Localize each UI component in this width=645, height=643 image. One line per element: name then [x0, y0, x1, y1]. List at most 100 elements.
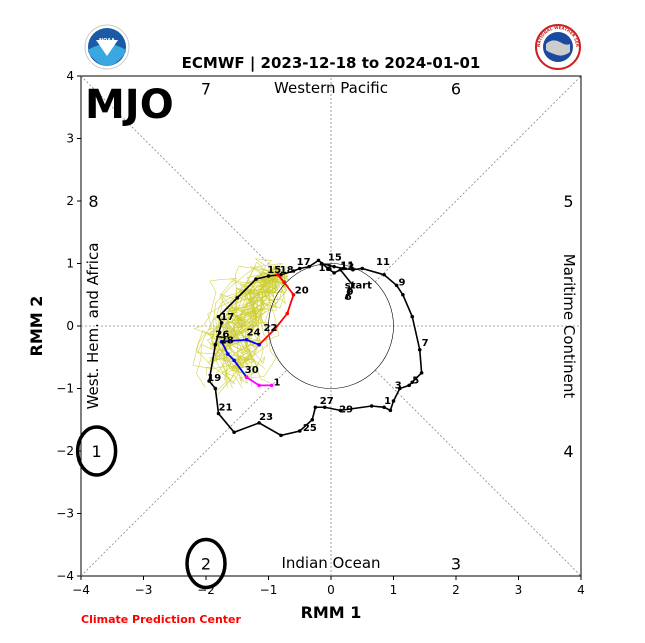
observed-point [341, 266, 346, 271]
y-tick-label: 3 [66, 132, 74, 146]
observed-point [322, 405, 327, 410]
chart-title: ECMWF | 2023-12-18 to 2024-01-01 [182, 54, 481, 73]
observed-point [279, 433, 283, 438]
day-label: 18 [280, 265, 294, 276]
phase-label: 5 [563, 192, 573, 211]
day-label: 23 [259, 412, 273, 423]
observed-point [382, 272, 386, 277]
forecast-point [226, 352, 230, 356]
observed-point [332, 264, 336, 269]
day-label: 28 [220, 336, 234, 347]
day-label: 9 [347, 287, 354, 298]
forecast-point [282, 280, 286, 285]
observed-trajectory [207, 258, 424, 438]
ensemble-member-line [215, 274, 278, 389]
region-right-label: Maritime Continent [560, 254, 578, 399]
day-label: 9 [399, 277, 406, 288]
forecast-point [276, 272, 280, 277]
x-tick-label: 1 [390, 583, 398, 597]
forecast-trajectory [219, 272, 296, 388]
observed-point [216, 314, 221, 319]
observed-point [388, 408, 393, 413]
day-label: 15 [267, 265, 281, 276]
phase-circle-marker [185, 537, 227, 590]
ensemble-member-line [214, 274, 286, 389]
day-label: 30 [245, 365, 259, 376]
x-tick-label: −4 [72, 583, 90, 597]
observed-point [216, 411, 221, 416]
forecast-point [291, 292, 296, 297]
day-label: 26 [215, 329, 229, 340]
day-label: 20 [295, 286, 309, 297]
phase-label: 1 [92, 442, 102, 461]
forecast-point [257, 342, 261, 347]
observed-point [213, 386, 218, 391]
forecast-point [285, 311, 290, 316]
x-tick-label: 2 [452, 583, 460, 597]
observed-point [410, 380, 415, 385]
observed-point [346, 289, 351, 294]
forecast-point [257, 383, 261, 388]
unit-circle [268, 263, 394, 389]
day-label: 6 [345, 292, 352, 303]
region-top-label: Western Pacific [274, 79, 388, 97]
observed-point [410, 314, 415, 319]
ensemble-member-line [231, 274, 278, 369]
observed-point [313, 405, 318, 410]
observed-point [291, 269, 296, 273]
phase-label: 2 [201, 555, 211, 574]
ensemble-member-line [225, 265, 283, 370]
day-label: 27 [320, 396, 334, 407]
observed-point [316, 258, 321, 263]
observed-point [232, 430, 236, 435]
observed-point [219, 321, 224, 325]
day-label: 24 [247, 327, 261, 338]
observed-point [351, 283, 355, 288]
observed-point [369, 404, 374, 408]
day-label: 13 [319, 263, 333, 274]
ensemble-member-line [221, 265, 279, 385]
observed-line [208, 259, 423, 437]
observed-point [319, 261, 324, 266]
x-tick-label: 3 [515, 583, 523, 597]
noaa-logo: NOAA [84, 24, 130, 70]
x-tick-label: −1 [260, 583, 278, 597]
ensemble-member-line [195, 274, 279, 383]
forecast-point [219, 339, 224, 344]
day-label: 17 [220, 312, 234, 323]
observed-point [297, 266, 302, 271]
day-label: 1 [274, 377, 281, 388]
observed-point [391, 399, 396, 403]
observed-point [297, 429, 302, 433]
region-left-label: West. Hem. and Africa [84, 243, 102, 410]
day-label: 19 [207, 373, 221, 384]
forecast-point [244, 337, 249, 342]
forecast-segment-line [220, 338, 260, 378]
footer-credit: Climate Prediction Center [81, 613, 241, 626]
y-tick-label: 2 [66, 194, 74, 208]
observed-point [207, 379, 211, 383]
day-label: 7 [422, 338, 429, 349]
phase-label: 7 [201, 80, 211, 99]
day-label: 3 [395, 381, 402, 392]
day-label: 11 [340, 261, 354, 272]
observed-point [279, 272, 283, 277]
x-tick-label: 4 [577, 583, 585, 597]
ensemble-member-line [224, 270, 289, 388]
y-tick-label: 4 [66, 69, 74, 83]
observed-point [257, 421, 261, 425]
region-bottom-label: Indian Ocean [281, 554, 380, 572]
diagonal-guide [374, 75, 582, 283]
y-tick-label: −1 [56, 382, 74, 396]
observed-point [332, 271, 336, 275]
y-axis-label: RMM 2 [27, 296, 46, 357]
day-label: 22 [264, 323, 278, 334]
x-tick-label: −2 [197, 583, 215, 597]
y-tick-label: 1 [66, 257, 74, 271]
observed-point [266, 274, 271, 278]
y-tick-label: 0 [66, 319, 74, 333]
ensemble-member-line [216, 274, 286, 352]
day-label: 1 [384, 396, 391, 407]
forecast-point [269, 383, 274, 388]
